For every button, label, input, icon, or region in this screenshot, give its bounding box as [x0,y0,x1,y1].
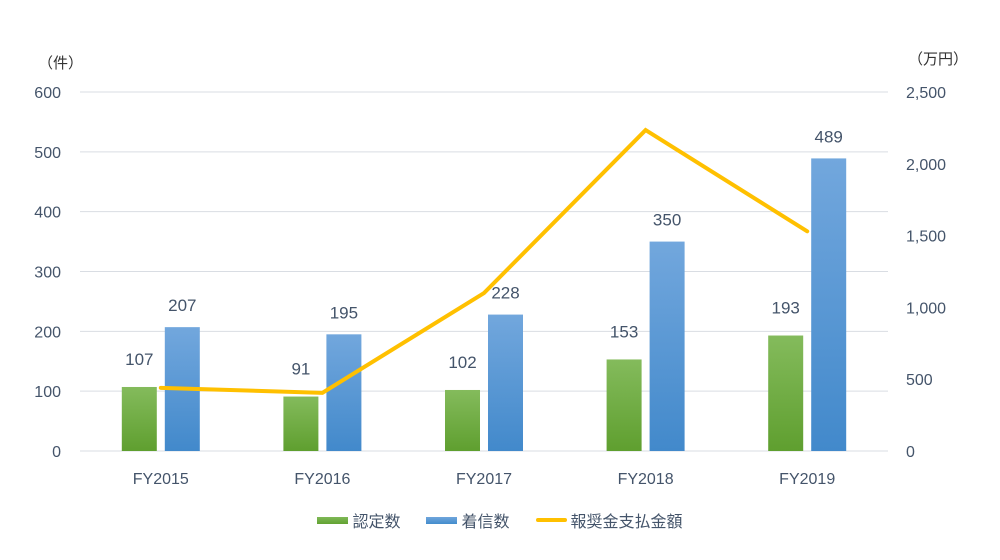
bar-nintei [121,386,157,451]
data-label: 207 [168,296,196,315]
right-tick-label: 2,000 [906,157,946,174]
bar-nintei [768,335,804,451]
bar-nintei [283,396,319,451]
right-tick-label: 500 [906,372,933,389]
data-label: 350 [653,211,681,230]
legend-item-reward: 報奨金支払金額 [535,508,683,532]
bar-nintei [606,359,642,451]
left-tick-label: 200 [34,324,61,341]
x-tick-label: FY2018 [618,471,674,488]
left-tick-label: 300 [34,265,61,282]
left-tick-label: 400 [34,205,61,222]
data-label: 153 [610,322,638,341]
data-label: 489 [815,127,843,146]
data-label: 91 [291,360,310,379]
right-tick-label: 2,500 [906,85,946,102]
bar-chakushin [488,314,523,451]
left-tick-label: 600 [34,85,61,102]
x-tick-label: FY2016 [294,471,350,488]
bar-nintei [445,389,480,451]
data-label: 228 [491,284,519,303]
right-tick-label: 1,000 [906,300,946,317]
legend-item-chakushin: 着信数 [426,508,510,532]
bar-chakushin [649,241,685,451]
legend-swatch-blue [426,516,458,524]
x-tick-label: FY2015 [133,471,189,488]
left-tick-label: 500 [34,145,61,162]
bar-chakushin [811,158,847,452]
legend-swatch-line [535,518,567,522]
x-tick-label: FY2017 [456,471,512,488]
legend-label: 認定数 [352,514,401,531]
right-tick-label: 1,500 [906,229,946,246]
data-label: 107 [125,350,153,369]
legend-swatch-green [317,516,349,524]
data-label: 193 [772,299,800,318]
reward-line [158,127,810,395]
legend-label: 報奨金支払金額 [570,514,683,531]
bar-chakushin [326,334,362,451]
legend-item-nintei: 認定数 [317,508,400,532]
data-label: 195 [330,303,358,322]
legend-label: 着信数 [461,514,510,531]
x-tick-label: FY2019 [779,471,835,488]
right-tick-label: 0 [906,444,915,461]
left-tick-label: 0 [52,444,61,461]
legend: 認定数 着信数 報奨金支払金額 [0,508,1000,532]
data-label: 102 [448,353,476,372]
right-axis-unit: （万円） [908,51,969,68]
left-axis-unit: （件） [38,55,84,72]
combo-chart: 0 100 200 300 400 500 600 0 500 1,000 1,500 2,000 2,… [34,85,946,488]
left-tick-label: 100 [34,384,61,401]
